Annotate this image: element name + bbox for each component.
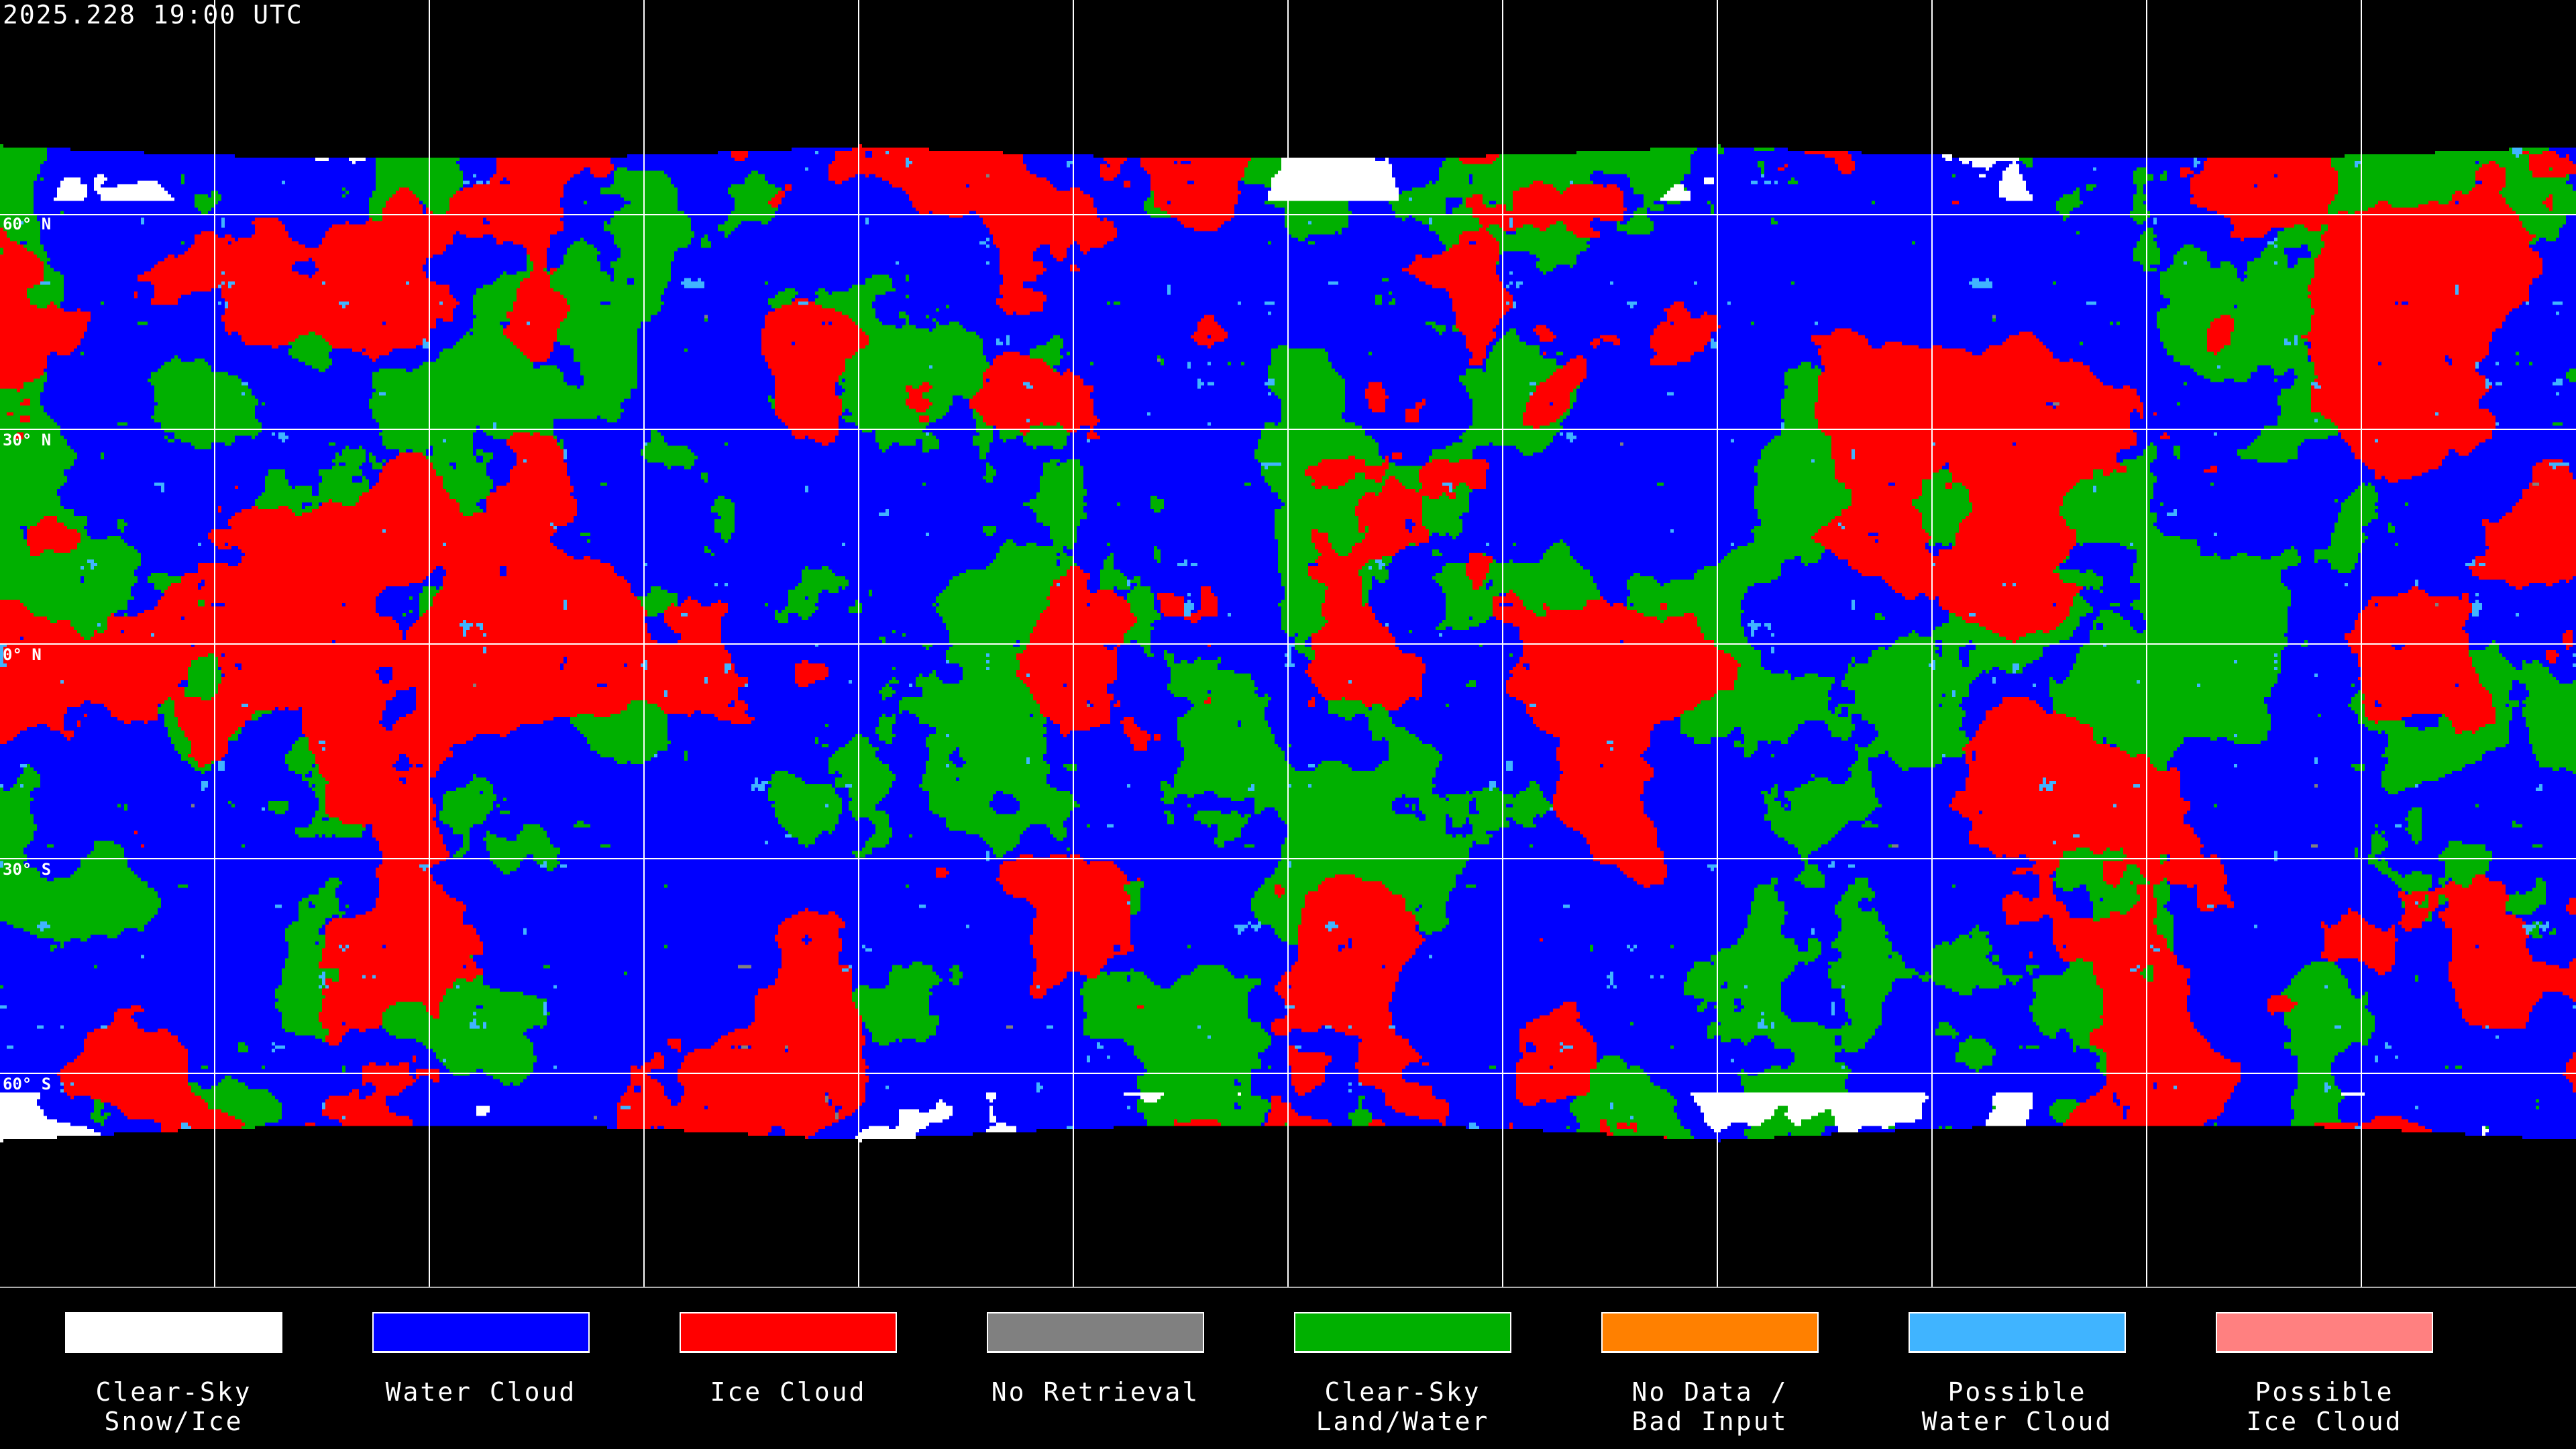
legend-swatch <box>2216 1312 2433 1353</box>
lat-label-60n: 60° N <box>3 215 52 233</box>
legend-label: Ice Cloud <box>710 1377 867 1407</box>
legend-label: No Data / Bad Input <box>1631 1377 1788 1436</box>
legend-swatch <box>65 1312 282 1353</box>
legend-label: Water Cloud <box>385 1377 577 1407</box>
legend-item-no-retrieval: No Retrieval <box>987 1312 1204 1407</box>
legend-swatch <box>987 1312 1204 1353</box>
lat-label-30s: 30° S <box>3 860 52 879</box>
legend-item-clear-sky-land-water: Clear-Sky Land/Water <box>1294 1312 1511 1436</box>
legend-item-no-data: No Data / Bad Input <box>1601 1312 1819 1436</box>
legend-item-water-cloud: Water Cloud <box>372 1312 590 1407</box>
legend-label: Clear-Sky Snow/Ice <box>95 1377 252 1436</box>
legend-item-possible-water-cloud: Possible Water Cloud <box>1909 1312 2126 1436</box>
lat-label-30n: 30° N <box>3 431 52 449</box>
timestamp-title: 2025.228 19:00 UTC <box>3 0 303 30</box>
legend-label: Clear-Sky Land/Water <box>1316 1377 1490 1436</box>
legend-swatch <box>680 1312 897 1353</box>
legend-swatch <box>1294 1312 1511 1353</box>
legend-swatch <box>1909 1312 2126 1353</box>
lat-label-60s: 60° S <box>3 1075 52 1093</box>
legend-swatch <box>1601 1312 1819 1353</box>
lat-lon-grid <box>0 0 2576 1287</box>
legend-item-possible-ice-cloud: Possible Ice Cloud <box>2216 1312 2433 1436</box>
legend-label: Possible Ice Cloud <box>2246 1377 2403 1436</box>
lat-label-0n: 0° N <box>3 645 42 664</box>
legend-label: No Retrieval <box>991 1377 1200 1407</box>
legend-label: Possible Water Cloud <box>1921 1377 2113 1436</box>
legend-item-clear-sky-snow-ice: Clear-Sky Snow/Ice <box>65 1312 282 1436</box>
legend-item-ice-cloud: Ice Cloud <box>680 1312 897 1407</box>
cloud-phase-map <box>0 0 2576 1287</box>
legend-divider <box>0 1287 2576 1288</box>
legend-swatch <box>372 1312 590 1353</box>
